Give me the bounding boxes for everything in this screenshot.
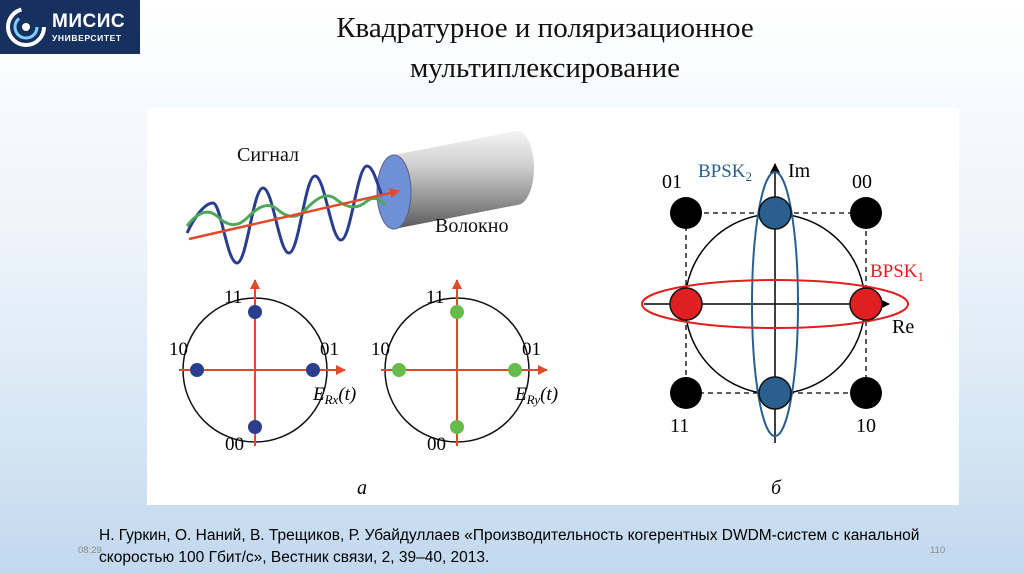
- slide-title: Квадратурное и поляризационное мультипле…: [200, 8, 890, 88]
- constellation-erx: 11 10 01 00 ERx(t): [169, 279, 356, 455]
- bpsk2-label: BPSK2: [698, 161, 752, 184]
- bpsk2-point-top: [758, 196, 792, 230]
- bpsk1-label: BPSK1: [870, 261, 924, 284]
- corner-point-10: [850, 377, 882, 409]
- point-00: [450, 420, 464, 434]
- title-line-2: мультиплексирование: [409, 52, 681, 84]
- bpsk1-point-left: [669, 287, 703, 321]
- signal-label: Сигнал: [237, 144, 299, 166]
- constellation-bpsk: 01 00 11 10 Im Re BPSK2 BPSK1: [641, 160, 924, 443]
- point-10: [392, 363, 406, 377]
- logo-subtitle: УНИВЕРСИТЕТ: [52, 32, 122, 43]
- label-10: 10: [371, 339, 390, 360]
- slide-number: 110: [930, 545, 946, 556]
- axis-label-ery: ERy(t): [514, 384, 558, 407]
- im-label: Im: [788, 160, 811, 182]
- bpsk1-ellipse: [641, 279, 909, 329]
- corner-point-11: [670, 377, 702, 409]
- label-00: 00: [427, 434, 446, 455]
- point-11: [450, 305, 464, 319]
- axis-label-erx: ERx(t): [312, 384, 356, 407]
- label-00: 00: [225, 434, 244, 455]
- label-11: 11: [224, 287, 242, 308]
- citation-line-1: Н. Гуркин, О. Наний, В. Трещиков, Р. Уба…: [99, 527, 920, 544]
- caption-b: б: [771, 477, 782, 499]
- label-10: 10: [169, 339, 188, 360]
- corner-label-11: 11: [670, 415, 689, 437]
- citation-line-2: скоростью 100 Гбит/с», Вестник связи, 2,…: [99, 549, 490, 566]
- corner-point-01: [670, 197, 702, 229]
- point-01: [508, 363, 522, 377]
- university-logo: МИСИС УНИВЕРСИТЕТ: [0, 0, 140, 54]
- fiber-label: Волокно: [435, 215, 508, 237]
- point-00: [248, 420, 262, 434]
- label-11: 11: [426, 287, 444, 308]
- logo-name: МИСИС: [52, 10, 126, 32]
- slide-time: 08:29: [78, 545, 102, 556]
- corner-label-01: 01: [662, 171, 682, 193]
- bpsk1-point-right: [849, 287, 883, 321]
- label-01: 01: [522, 339, 541, 360]
- bpsk2-ellipse: [751, 171, 799, 437]
- bpsk2-point-bottom: [758, 376, 792, 410]
- corner-label-10: 10: [856, 415, 876, 437]
- re-label: Re: [892, 316, 914, 338]
- signal-arrow: [188, 188, 400, 241]
- citation: Н. Гуркин, О. Наний, В. Трещиков, Р. Уба…: [99, 525, 979, 569]
- point-11: [248, 305, 262, 319]
- point-01: [306, 363, 320, 377]
- point-10: [190, 363, 204, 377]
- constellation-ery: 11 10 01 00 ERy(t): [371, 279, 558, 455]
- corner-label-00: 00: [852, 171, 872, 193]
- figure: Сигнал Волокно 11 10 01 00 ERx(t) 11 10 …: [147, 108, 959, 505]
- logo-mark-icon: [6, 7, 46, 47]
- title-line-1: Квадратурное и поляризационное: [336, 12, 754, 44]
- corner-point-00: [850, 197, 882, 229]
- caption-a: а: [357, 477, 367, 499]
- signal-wave-blue: [185, 164, 384, 265]
- label-01: 01: [320, 339, 339, 360]
